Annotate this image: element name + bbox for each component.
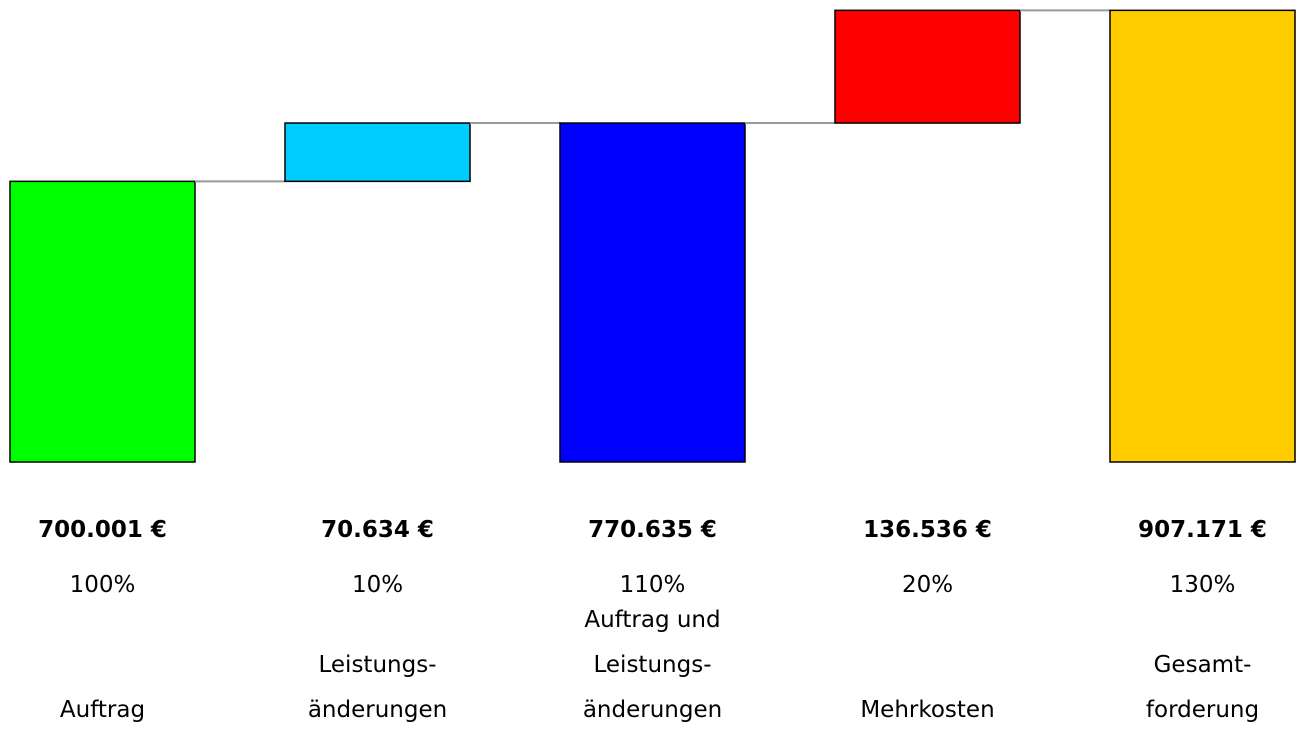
bar — [559, 122, 746, 463]
value-label: 700.001 € — [38, 517, 167, 543]
category-label: Mehrkosten — [860, 697, 994, 723]
category-label: Auftrag und — [584, 607, 720, 633]
value-label: 136.536 € — [863, 517, 992, 543]
value-label: 70.634 € — [321, 517, 434, 543]
bar — [834, 9, 1021, 124]
category-label: Leistungs- — [594, 652, 712, 678]
category-label: Auftrag — [60, 697, 145, 723]
category-label: änderungen — [583, 697, 722, 723]
bar — [9, 180, 196, 463]
category-label: änderungen — [308, 697, 447, 723]
percent-label: 130% — [1170, 572, 1236, 598]
percent-label: 20% — [902, 572, 953, 598]
category-label: Leistungs- — [319, 652, 437, 678]
bar — [1109, 9, 1296, 463]
percent-label: 100% — [70, 572, 136, 598]
category-label: forderung — [1146, 697, 1259, 723]
percent-label: 10% — [352, 572, 403, 598]
value-label: 770.635 € — [588, 517, 717, 543]
bar — [284, 122, 471, 183]
category-label: Gesamt- — [1154, 652, 1252, 678]
percent-label: 110% — [620, 572, 686, 598]
value-label: 907.171 € — [1138, 517, 1267, 543]
